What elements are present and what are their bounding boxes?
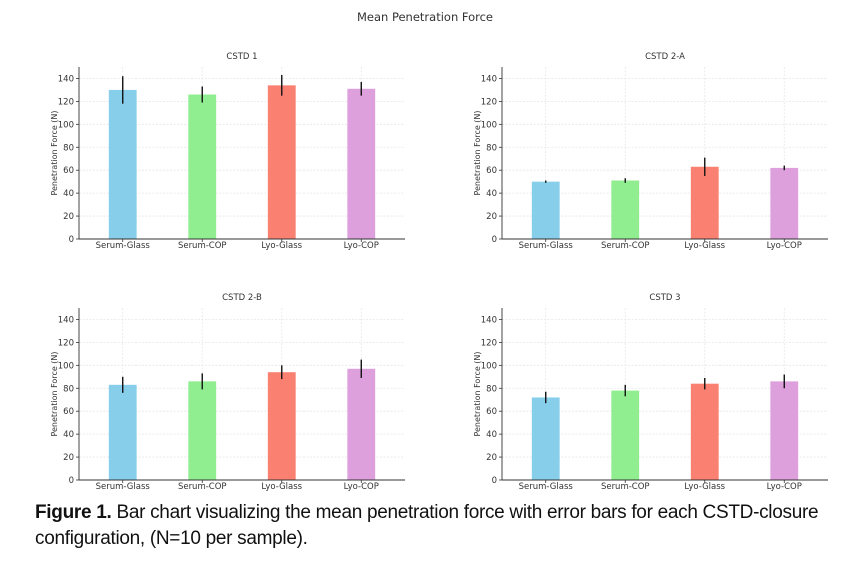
bar-lyo-glass (690, 166, 719, 239)
bar-serum-cop (188, 381, 217, 480)
y-tick-label: 140 (481, 315, 497, 325)
y-tick-label: 0 (492, 235, 497, 245)
y-tick-label: 120 (481, 97, 497, 107)
y-tick-label: 120 (481, 338, 497, 348)
subplot-title: CSTD 3 (649, 293, 680, 303)
bar-serum-glass (108, 89, 137, 239)
y-tick-label: 100 (58, 361, 74, 371)
y-tick-label: 80 (63, 384, 74, 394)
x-tick-label: Lyo-Glass (261, 241, 302, 251)
y-tick-label: 100 (481, 120, 497, 130)
subplot-cstd-2-a: 0 20 40 60 80 100 120 140 Serum-Glass Serum-COP Ly… (473, 52, 828, 251)
y-tick-label: 140 (481, 74, 497, 84)
y-tick-label: 0 (69, 476, 74, 486)
y-tick-label: 40 (63, 430, 74, 440)
y-tick-label: 20 (486, 212, 497, 222)
y-tick-label: 140 (58, 315, 74, 325)
subplot-cstd-1: 0 20 40 60 80 100 120 140 Serum-Glass Serum-COP Ly… (50, 52, 405, 251)
x-tick-label: Serum-Glass (519, 482, 574, 492)
bar-lyo-glass (267, 85, 296, 239)
figure-title: Mean Penetration Force (356, 10, 494, 24)
bar-serum-cop (611, 180, 640, 239)
y-tick-label: 80 (486, 384, 497, 394)
x-tick-label: Serum-COP (601, 482, 650, 492)
y-tick-label: 100 (481, 361, 497, 371)
y-axis-label: Penetration Force (N) (473, 351, 482, 436)
x-tick-label: Lyo-Glass (261, 482, 302, 492)
y-tick-label: 140 (58, 74, 74, 84)
x-tick-label: Serum-COP (601, 241, 650, 251)
bar-serum-cop (611, 390, 640, 480)
figure-caption: Figure 1. Bar chart visualizing the mean… (35, 500, 835, 552)
subplot-title: CSTD 2-A (645, 52, 685, 62)
y-tick-label: 60 (63, 407, 74, 417)
bar-lyo-cop (770, 381, 799, 480)
y-tick-label: 80 (486, 143, 497, 153)
caption-text: Bar chart visualizing the mean penetrati… (35, 502, 819, 549)
y-tick-label: 20 (63, 212, 74, 222)
y-axis-label: Penetration Force (N) (50, 351, 59, 436)
bar-lyo-cop (347, 88, 376, 239)
y-tick-label: 60 (63, 166, 74, 176)
chart-grid: 0 20 40 60 80 100 120 140 Serum-Glass Serum-COP Ly… (50, 52, 828, 492)
y-tick-label: 60 (486, 407, 497, 417)
y-tick-label: 20 (63, 453, 74, 463)
y-tick-label: 40 (486, 430, 497, 440)
bar-serum-glass (531, 397, 560, 480)
y-tick-label: 20 (486, 453, 497, 463)
y-tick-label: 100 (58, 120, 74, 130)
x-tick-label: Lyo-Glass (684, 482, 725, 492)
subplot-cstd-2-b: 0 20 40 60 80 100 120 140 Serum-Glass Serum-COP Ly… (50, 293, 405, 492)
bar-serum-glass (531, 181, 560, 239)
y-tick-label: 0 (69, 235, 74, 245)
x-tick-label: Lyo-COP (767, 482, 802, 492)
bar-lyo-cop (770, 167, 799, 239)
x-tick-label: Lyo-COP (344, 241, 379, 251)
y-tick-label: 40 (63, 189, 74, 199)
y-tick-label: 80 (63, 143, 74, 153)
y-tick-label: 40 (486, 189, 497, 199)
x-tick-label: Serum-Glass (96, 482, 151, 492)
bar-serum-glass (108, 384, 137, 480)
x-tick-label: Serum-COP (178, 241, 227, 251)
y-tick-label: 0 (492, 476, 497, 486)
subplot-cstd-3: 0 20 40 60 80 100 120 140 Serum-Glass Serum-COP Ly… (473, 293, 828, 492)
y-axis-label: Penetration Force (N) (473, 110, 482, 195)
x-tick-label: Serum-COP (178, 482, 227, 492)
caption-label: Figure 1. (35, 502, 112, 523)
x-tick-label: Lyo-Glass (684, 241, 725, 251)
x-tick-label: Serum-Glass (519, 241, 574, 251)
y-tick-label: 60 (486, 166, 497, 176)
x-tick-label: Lyo-COP (344, 482, 379, 492)
x-tick-label: Lyo-COP (767, 241, 802, 251)
y-axis-label: Penetration Force (N) (50, 110, 59, 195)
y-tick-label: 120 (58, 338, 74, 348)
bar-lyo-glass (690, 383, 719, 480)
x-tick-label: Serum-Glass (96, 241, 151, 251)
bar-serum-cop (188, 94, 217, 240)
y-tick-label: 120 (58, 97, 74, 107)
subplot-title: CSTD 2-B (222, 293, 262, 303)
bar-lyo-glass (267, 372, 296, 480)
bar-lyo-cop (347, 368, 376, 480)
subplot-title: CSTD 1 (226, 52, 257, 62)
